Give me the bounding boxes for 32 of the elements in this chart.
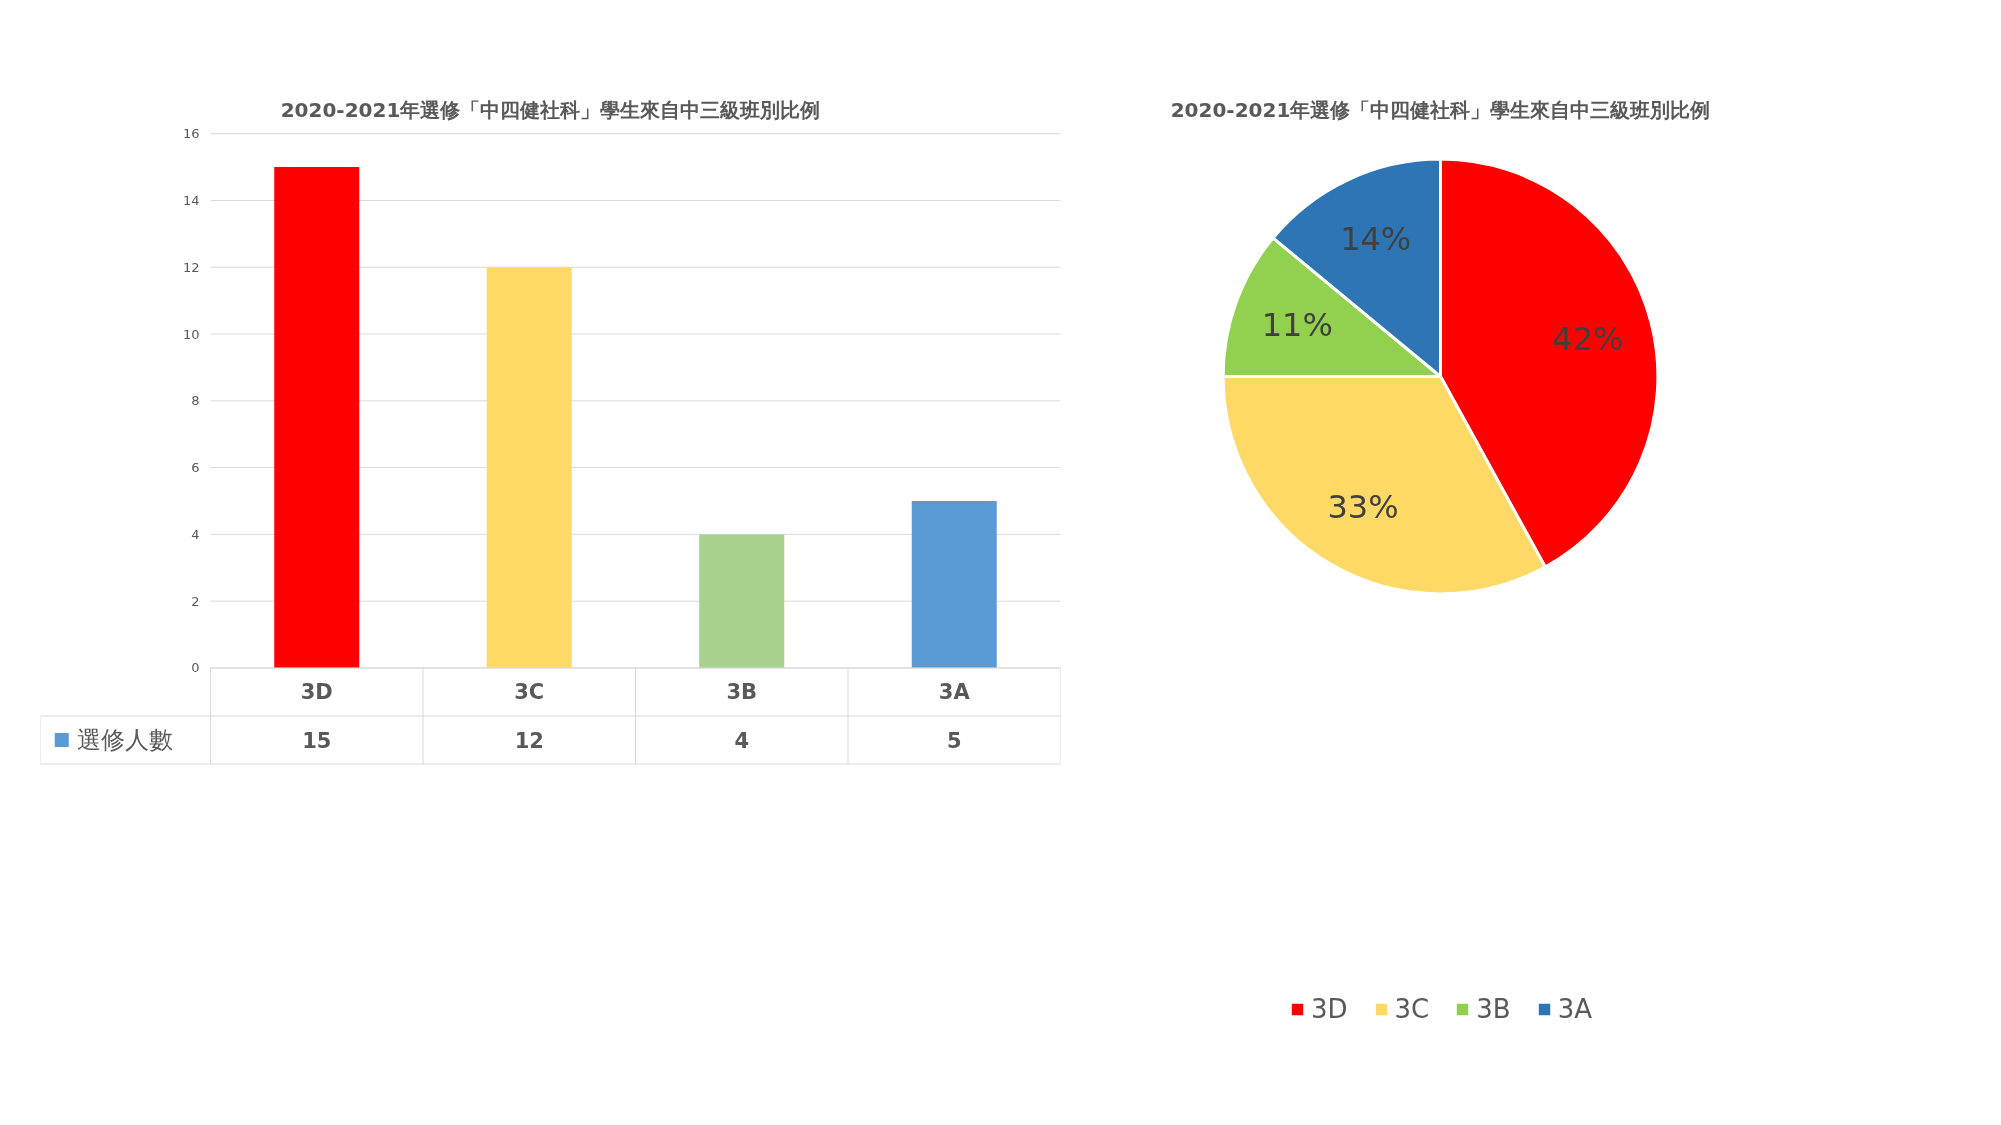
data-label: 33% <box>1327 488 1399 527</box>
y-tick-label: 2 <box>191 593 200 609</box>
y-tick-label: 10 <box>182 326 200 342</box>
data-label: 5 <box>946 729 962 754</box>
data-label: 42% <box>1552 319 1624 358</box>
legend-label: 3A <box>1557 993 1592 1024</box>
data-label: 4 <box>734 729 750 754</box>
x-tick-label: 3C <box>514 679 545 704</box>
data-label: 14% <box>1340 219 1412 258</box>
x-tick-label: 3A <box>938 679 971 704</box>
y-tick-label: 14 <box>182 192 200 208</box>
legend-label: 3C <box>1394 993 1430 1024</box>
legend-label: 3D <box>1311 993 1348 1024</box>
y-tick-label: 4 <box>191 526 200 542</box>
bar <box>911 500 997 668</box>
x-tick-label: 3D <box>300 679 333 704</box>
y-tick-label: 6 <box>191 460 200 476</box>
y-tick-label: 16 <box>182 126 200 142</box>
data-label: 12 <box>514 729 544 754</box>
y-tick-label: 12 <box>182 259 200 275</box>
y-tick-label: 0 <box>191 660 200 676</box>
bar <box>486 267 572 668</box>
bar <box>699 534 785 668</box>
bar <box>274 167 360 668</box>
y-tick-label: 8 <box>191 393 200 409</box>
x-tick-label: 3B <box>726 679 758 704</box>
data-label: 15 <box>302 729 332 754</box>
legend-label: 選修人數 <box>76 726 173 755</box>
chart-title: 2020-2021年選修「中四健社科」學生來自中三級班別比例 <box>1170 97 1711 122</box>
data-label: 11% <box>1261 305 1333 344</box>
legend-label: 3B <box>1476 993 1511 1024</box>
chart-title: 2020-2021年選修「中四健社科」學生來自中三級班別比例 <box>280 97 821 122</box>
